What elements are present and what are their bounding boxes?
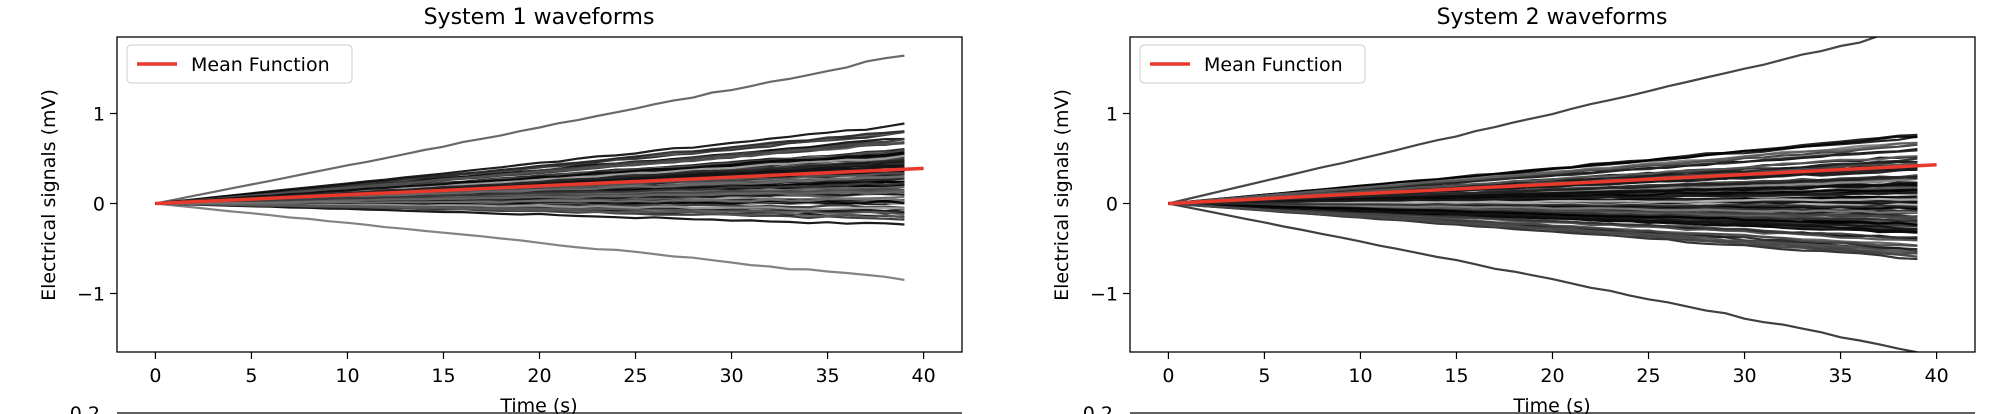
waveform-line — [1168, 202, 1918, 227]
legend-box — [126, 44, 353, 84]
y-tick-label: 0 — [93, 194, 105, 216]
waveform-line — [155, 202, 905, 281]
subplot-system-1: System 1 waveforms 0 5 10 15 20 25 30 35 40 −1 0 1… — [38, 5, 963, 414]
x-tick-label: 15 — [431, 365, 455, 387]
plot-area — [1168, 37, 1937, 352]
waveform-line — [155, 182, 905, 205]
subplot-system-2: System 2 waveforms 0 5 10 15 20 25 30 35 40 −1 0 1… — [1051, 5, 1976, 414]
x-tick-label: 25 — [623, 365, 647, 387]
legend-label-mean-function: Mean Function — [191, 54, 330, 76]
waveform-line — [1168, 202, 1918, 352]
x-tick-label: 5 — [1258, 365, 1270, 387]
y-axis-label: Electrical signals (mV) — [1051, 89, 1073, 301]
waveform-line — [1168, 142, 1918, 205]
x-tick-label: 5 — [245, 365, 257, 387]
x-tick-label: 0 — [1162, 365, 1174, 387]
chart-title: System 2 waveforms — [1437, 5, 1668, 30]
waveform-line — [155, 151, 905, 205]
next-ytick-label-left: 0.2 — [70, 403, 100, 414]
waveform-line — [155, 54, 905, 205]
waveform-line — [155, 202, 905, 216]
x-tick-label: 35 — [1828, 365, 1852, 387]
series-line-mean-function — [1168, 163, 1937, 206]
legend-box — [1139, 44, 1366, 84]
series-line-mean-function — [155, 166, 924, 206]
waveform-line — [1168, 183, 1918, 205]
waveform-line — [1168, 192, 1918, 205]
waveform-line — [1168, 202, 1918, 255]
waveform-line — [155, 197, 905, 205]
waveform-line — [1168, 135, 1918, 205]
legend-label-mean-function: Mean Function — [1204, 54, 1343, 76]
x-tick-label: 35 — [815, 365, 839, 387]
plot-area — [155, 54, 924, 281]
y-axis: −1 0 1 — [77, 104, 117, 306]
waveform-line — [155, 122, 905, 205]
y-tick-label: 0 — [1106, 194, 1118, 216]
next-ytick-label-right: 0.2 — [1083, 403, 1113, 414]
y-tick-label: 1 — [93, 104, 105, 126]
y-tick-label: −1 — [77, 284, 105, 306]
legend: Mean Function — [1139, 44, 1366, 84]
next-row-partial: 0.2 0.2 — [70, 403, 1975, 414]
waveform-line — [1168, 175, 1918, 205]
waveform-line — [155, 189, 905, 205]
x-tick-label: 40 — [911, 365, 935, 387]
y-axis: −1 0 1 — [1090, 104, 1130, 306]
x-tick-label: 20 — [527, 365, 551, 387]
chart-title: System 1 waveforms — [424, 5, 655, 30]
x-tick-label: 20 — [1540, 365, 1564, 387]
x-axis: 0 5 10 15 20 25 30 35 40 — [1162, 352, 1949, 387]
x-axis-label: Time (s) — [1512, 395, 1590, 414]
legend: Mean Function — [126, 44, 353, 84]
x-tick-label: 25 — [1636, 365, 1660, 387]
waveform-line — [155, 202, 905, 226]
x-tick-label: 15 — [1444, 365, 1468, 387]
x-axis: 0 5 10 15 20 25 30 35 40 — [149, 352, 936, 387]
x-tick-label: 30 — [719, 365, 743, 387]
waveform-line — [155, 141, 905, 205]
x-axis-label: Time (s) — [499, 395, 577, 414]
y-tick-label: −1 — [1090, 284, 1118, 306]
x-tick-label: 30 — [1732, 365, 1756, 387]
x-tick-label: 10 — [335, 365, 359, 387]
waveform-line — [1168, 37, 1880, 205]
x-tick-label: 0 — [149, 365, 161, 387]
waveform-line — [1168, 202, 1918, 208]
x-tick-label: 10 — [1348, 365, 1372, 387]
x-tick-label: 40 — [1924, 365, 1948, 387]
y-axis-label: Electrical signals (mV) — [38, 89, 60, 301]
y-tick-label: 1 — [1106, 104, 1118, 126]
